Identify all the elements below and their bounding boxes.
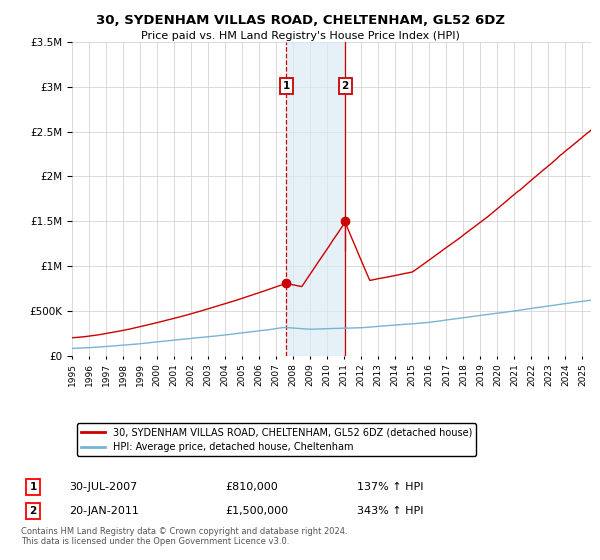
- Text: £1,500,000: £1,500,000: [225, 506, 288, 516]
- Text: Price paid vs. HM Land Registry's House Price Index (HPI): Price paid vs. HM Land Registry's House …: [140, 31, 460, 41]
- Text: £810,000: £810,000: [225, 482, 278, 492]
- Text: 2: 2: [29, 506, 37, 516]
- Text: 2: 2: [341, 81, 349, 91]
- Text: 1: 1: [283, 81, 290, 91]
- Text: 30, SYDENHAM VILLAS ROAD, CHELTENHAM, GL52 6DZ: 30, SYDENHAM VILLAS ROAD, CHELTENHAM, GL…: [95, 14, 505, 27]
- Bar: [286, 42, 345, 356]
- Text: Contains HM Land Registry data © Crown copyright and database right 2024.
This d: Contains HM Land Registry data © Crown c…: [21, 526, 347, 546]
- Text: 1: 1: [29, 482, 37, 492]
- Text: 343% ↑ HPI: 343% ↑ HPI: [357, 506, 424, 516]
- Text: 30-JUL-2007: 30-JUL-2007: [69, 482, 137, 492]
- Text: 137% ↑ HPI: 137% ↑ HPI: [357, 482, 424, 492]
- Legend: 30, SYDENHAM VILLAS ROAD, CHELTENHAM, GL52 6DZ (detached house), HPI: Average pr: 30, SYDENHAM VILLAS ROAD, CHELTENHAM, GL…: [77, 423, 476, 456]
- Text: 20-JAN-2011: 20-JAN-2011: [69, 506, 139, 516]
